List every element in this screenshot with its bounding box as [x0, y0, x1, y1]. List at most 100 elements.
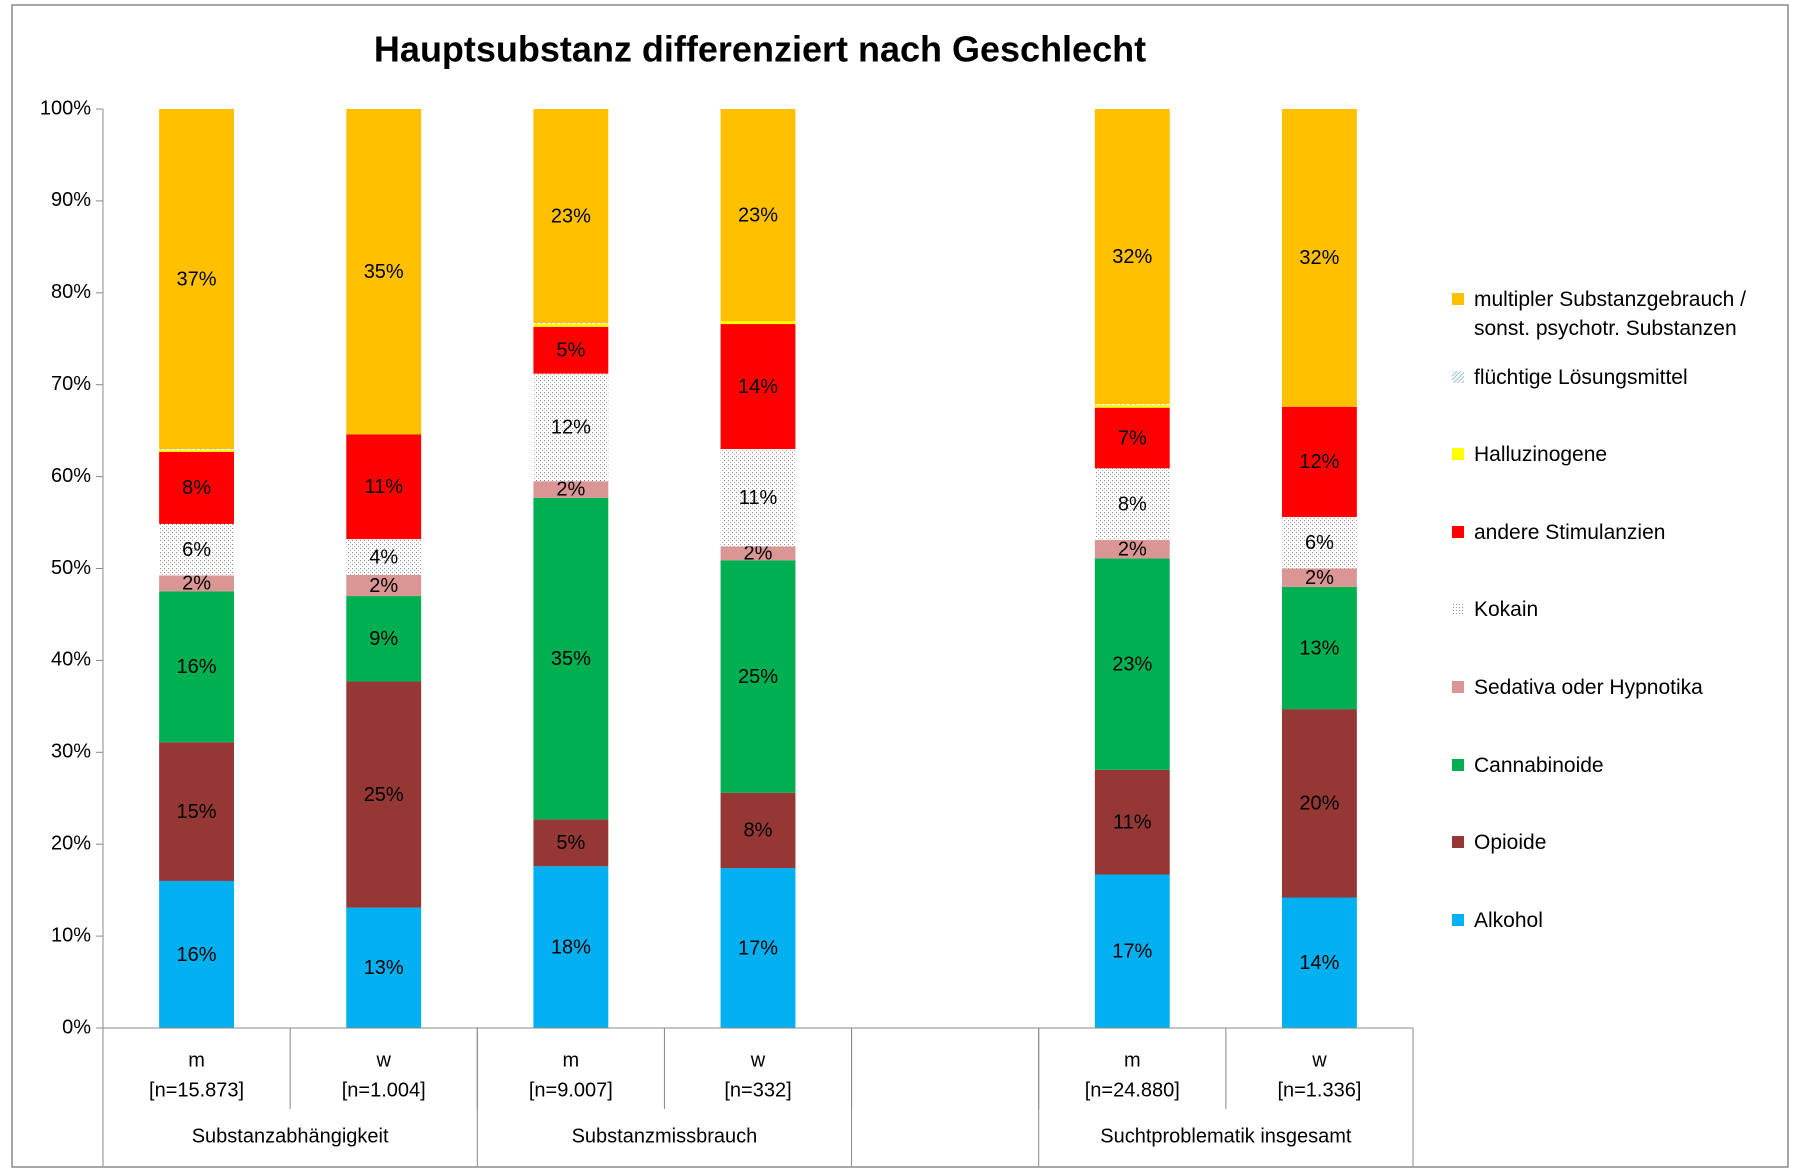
x-tick-label: w — [750, 1049, 766, 1071]
x-tick-sublabel: [n=1.004] — [342, 1079, 426, 1101]
data-label: 15% — [177, 801, 217, 823]
bar-segment — [159, 449, 234, 450]
bar-segment — [346, 596, 422, 682]
x-tick-label: w — [1311, 1049, 1327, 1071]
bar-segment — [1094, 404, 1170, 408]
legend-swatch — [1452, 293, 1464, 305]
legend-label: Sedativa oder Hypnotika — [1474, 675, 1703, 699]
bar-segment — [159, 742, 234, 881]
bar-segment — [720, 321, 796, 325]
y-tick-label: 40% — [51, 649, 91, 671]
data-label: 2% — [182, 573, 211, 595]
data-label: 5% — [556, 340, 585, 362]
data-label: 11% — [364, 476, 403, 498]
bar-segment — [159, 449, 234, 452]
data-label: 12% — [1299, 451, 1339, 473]
bar-segment — [346, 109, 422, 435]
data-label: 13% — [1299, 637, 1339, 659]
data-label: 17% — [1112, 941, 1152, 963]
data-label: 4% — [369, 546, 398, 568]
data-label: 23% — [551, 205, 591, 227]
data-label: 7% — [1118, 427, 1147, 449]
bar-segment — [159, 451, 234, 524]
legend-swatch — [1452, 913, 1464, 926]
data-label: 35% — [364, 261, 404, 283]
data-label: 6% — [182, 539, 211, 561]
bar-segment — [1094, 769, 1170, 875]
data-label: 25% — [364, 784, 404, 806]
bar-segment — [533, 819, 609, 867]
x-tick-label: m — [188, 1049, 205, 1071]
x-tick-sublabel: [n=1.336] — [1277, 1079, 1361, 1101]
bar-segment — [346, 681, 422, 908]
bar-segment — [1094, 109, 1170, 404]
bar-segment — [159, 109, 234, 450]
group-label: Substanzmissbrauch — [572, 1125, 758, 1147]
legend-swatch — [1452, 448, 1464, 461]
x-tick-label: m — [1124, 1049, 1141, 1071]
data-label: 14% — [738, 376, 778, 398]
y-tick-label: 20% — [51, 832, 91, 854]
bar-segment — [346, 907, 422, 1028]
legend-item: multipler Substanzgebrauch / sonst. psyc… — [1452, 285, 1782, 363]
data-label: 20% — [1299, 793, 1339, 815]
bar-segment — [346, 539, 422, 575]
bar-segment — [1282, 406, 1357, 518]
y-tick-label: 50% — [51, 557, 91, 579]
data-label: 6% — [1305, 532, 1334, 554]
legend-swatch — [1452, 370, 1464, 383]
bar-segment — [1094, 403, 1170, 405]
data-label: 2% — [1118, 538, 1147, 560]
bar-segment — [533, 373, 609, 482]
legend-swatch — [1452, 836, 1464, 849]
data-label: 11% — [1113, 811, 1152, 833]
legend: multipler Substanzgebrauch / sonst. psyc… — [1452, 285, 1782, 983]
bar-segment — [1282, 109, 1357, 407]
legend-label: Alkohol — [1474, 908, 1543, 932]
data-label: 17% — [738, 937, 778, 959]
legend-swatch — [1452, 758, 1464, 771]
bar-segment — [1094, 540, 1170, 559]
legend-item: Alkohol — [1452, 906, 1782, 984]
bar-segment — [1094, 468, 1170, 541]
legend-item: Opioide — [1452, 828, 1782, 906]
y-tick-label: 60% — [51, 465, 91, 487]
bar-segment — [1282, 897, 1357, 1028]
bar-segment — [533, 326, 609, 374]
x-tick-sublabel: [n=9.007] — [529, 1079, 613, 1101]
bar-segment — [720, 868, 796, 1028]
bar-segment — [1094, 407, 1170, 469]
bar-segment — [533, 481, 609, 498]
bar-segment — [720, 546, 796, 561]
data-label: 37% — [177, 268, 217, 290]
bar-segment — [346, 434, 422, 540]
bar-segment — [533, 323, 609, 325]
bar-segment — [159, 523, 234, 576]
y-tick-label: 70% — [51, 373, 91, 395]
bar-segment — [720, 324, 796, 450]
data-label: 2% — [556, 479, 585, 501]
bar-segment — [720, 449, 796, 547]
legend-swatch — [1452, 680, 1464, 693]
bar-segment — [533, 866, 609, 1028]
legend-item: Halluzinogene — [1452, 440, 1782, 518]
chart-frame — [11, 4, 1789, 1168]
bar-segment — [1282, 517, 1357, 569]
legend-label: Cannabinoide — [1474, 753, 1604, 777]
legend-item: Kokain — [1452, 595, 1782, 673]
y-tick-label: 80% — [51, 281, 91, 303]
chart-title: Hauptsubstanz differenziert nach Geschle… — [374, 29, 1146, 70]
data-label: 2% — [744, 543, 773, 565]
group-label: Substanzabhängigkeit — [192, 1125, 389, 1147]
data-label: 16% — [177, 944, 217, 966]
data-label: 16% — [177, 656, 217, 678]
legend-item: Cannabinoide — [1452, 751, 1782, 829]
bar-segment — [533, 497, 609, 820]
y-tick-label: 30% — [51, 741, 91, 763]
y-tick-label: 10% — [51, 924, 91, 946]
legend-label: Kokain — [1474, 598, 1539, 622]
bar-segment — [159, 591, 234, 743]
data-label: 18% — [551, 936, 591, 958]
bar-segment — [720, 560, 796, 793]
data-label: 23% — [738, 204, 778, 226]
